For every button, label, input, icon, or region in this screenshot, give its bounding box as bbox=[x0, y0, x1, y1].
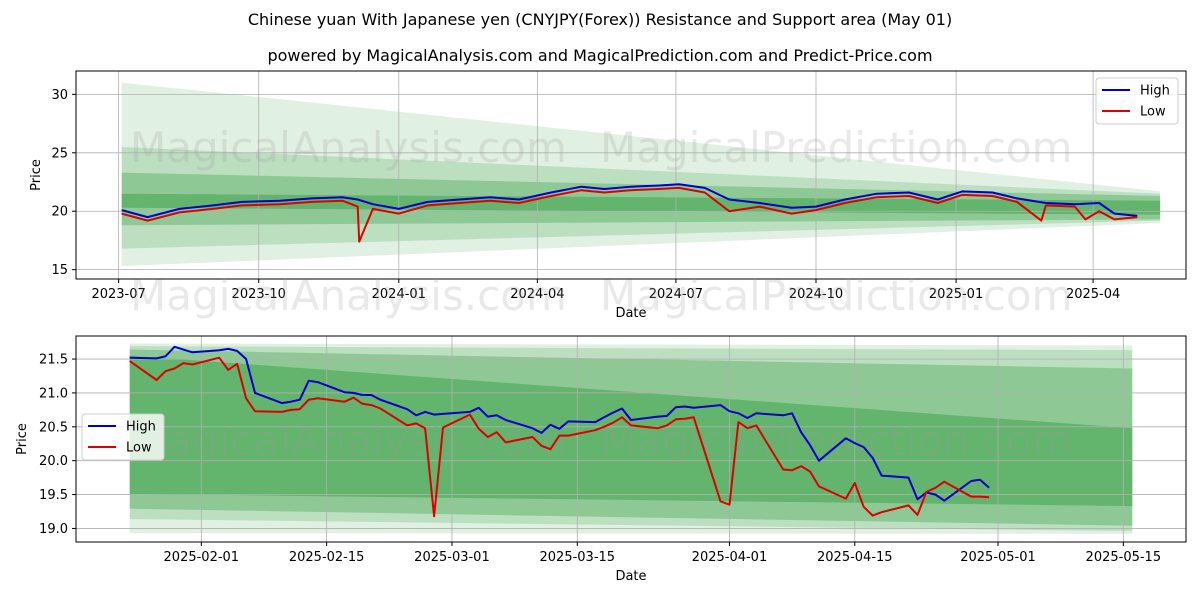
x-tick-label: 2025-04 bbox=[1066, 287, 1120, 302]
y-tick-label: 20.5 bbox=[39, 420, 68, 435]
legend-label-low: Low bbox=[126, 441, 152, 456]
x-tick-label: 2025-01 bbox=[929, 287, 983, 302]
x-tick-label: 2025-04-01 bbox=[692, 550, 768, 565]
x-tick-label: 2025-05-01 bbox=[960, 550, 1036, 565]
x-tick-label: 2024-01 bbox=[372, 287, 426, 302]
series-line-low bbox=[121, 186, 1138, 243]
y-tick-label: 30 bbox=[51, 88, 68, 103]
band-inner bbox=[129, 349, 1133, 526]
plot-frame bbox=[75, 335, 1187, 543]
x-axis-label: Date bbox=[615, 569, 646, 584]
y-axis-label: Price bbox=[15, 423, 30, 455]
x-tick-label: 2024-07 bbox=[649, 287, 703, 302]
y-tick-label: 19.5 bbox=[39, 488, 68, 503]
x-tick-label: 2025-04-15 bbox=[817, 550, 893, 565]
y-tick-label: 21.5 bbox=[39, 353, 68, 368]
watermark-prediction: MagicalPrediction.com bbox=[600, 271, 1073, 320]
legend-label-high: High bbox=[1140, 84, 1170, 99]
watermark-analysis: MagicalAnalysis.com bbox=[130, 416, 567, 465]
y-tick-label: 25 bbox=[51, 146, 68, 161]
band-middle bbox=[121, 146, 1161, 249]
legend: High Low bbox=[81, 413, 165, 461]
watermark-analysis: MagicalAnalysis.com bbox=[130, 123, 567, 172]
x-tick-label: 2024-10 bbox=[789, 287, 843, 302]
x-tick-label: 2023-10 bbox=[232, 287, 286, 302]
x-tick-label: 2025-02-15 bbox=[289, 550, 365, 565]
chart-subtitle: powered by MagicalAnalysis.com and Magic… bbox=[267, 46, 933, 65]
y-tick-label: 21.0 bbox=[39, 386, 68, 401]
band-outer bbox=[129, 343, 1133, 534]
watermark-analysis: MagicalAnalysis.com bbox=[130, 271, 567, 320]
chart-panel-2: MagicalAnalysis.com MagicalPrediction.com… bbox=[15, 335, 1187, 584]
x-tick-label: 2025-05-15 bbox=[1086, 550, 1162, 565]
legend-label-low: Low bbox=[1140, 105, 1166, 120]
x-tick-label: 2023-07 bbox=[91, 287, 145, 302]
series-line-high bbox=[121, 183, 1138, 219]
chart-title: Chinese yuan With Japanese yen (CNYJPY(F… bbox=[247, 10, 953, 29]
chart-panel-1: MagicalAnalysis.com MagicalPrediction.com… bbox=[29, 70, 1187, 321]
x-tick-label: 2025-03-01 bbox=[414, 550, 490, 565]
watermark-prediction: MagicalPrediction.com bbox=[600, 416, 1073, 465]
plot-area: MagicalAnalysis.com MagicalPrediction.com bbox=[76, 71, 1186, 279]
legend: High Low bbox=[1095, 77, 1179, 125]
y-tick-label: 20 bbox=[51, 205, 68, 220]
watermark-prediction: MagicalPrediction.com bbox=[600, 123, 1073, 172]
y-tick-label: 15 bbox=[51, 263, 68, 278]
plot-area: MagicalAnalysis.com MagicalPrediction.com bbox=[76, 336, 1186, 542]
series-line-low bbox=[129, 356, 990, 518]
x-tick-label: 2025-03-15 bbox=[540, 550, 616, 565]
x-axis-label: Date bbox=[615, 306, 646, 321]
y-axis-label: Price bbox=[29, 159, 44, 191]
x-tick-label: 2024-04 bbox=[510, 287, 564, 302]
x-tick-label: 2025-02-01 bbox=[164, 550, 240, 565]
band-inner bbox=[121, 172, 1161, 226]
plot-frame bbox=[75, 70, 1187, 280]
legend-label-high: High bbox=[126, 420, 156, 435]
y-tick-label: 20.0 bbox=[39, 454, 68, 469]
band-outer bbox=[121, 82, 1161, 267]
y-tick-label: 19.0 bbox=[39, 522, 68, 537]
band-middle bbox=[129, 346, 1133, 532]
series-line-high bbox=[129, 345, 990, 502]
